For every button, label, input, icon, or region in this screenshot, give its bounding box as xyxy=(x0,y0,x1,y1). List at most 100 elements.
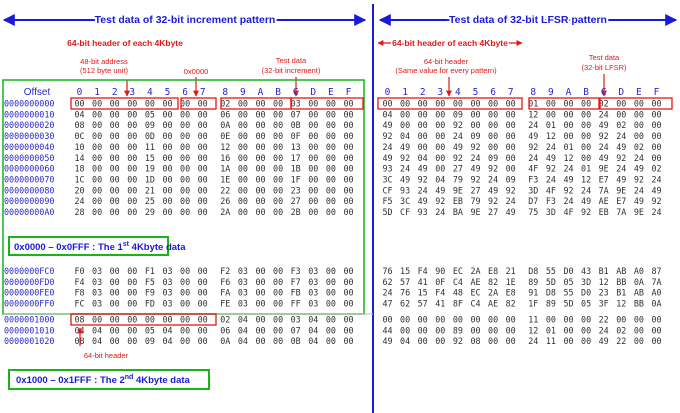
column-header: 0 xyxy=(77,87,83,98)
hex-byte: FC xyxy=(74,299,84,309)
hex-byte: 24 xyxy=(616,164,626,174)
hex-byte: 24 xyxy=(616,131,626,141)
hex-byte: 00 xyxy=(255,109,265,119)
hex-byte: 00 xyxy=(470,99,480,109)
hex-byte: 24 xyxy=(435,207,445,217)
hex-byte: 03 xyxy=(291,315,301,325)
hex-byte: 00 xyxy=(651,99,661,109)
lfsr-header-box xyxy=(377,97,523,110)
hex-byte: 24 xyxy=(470,153,480,163)
hex-byte: 00 xyxy=(488,99,498,109)
hex-byte: F4 xyxy=(418,266,428,276)
hex-byte: 49 xyxy=(651,185,661,195)
hex-byte: 00 xyxy=(400,325,410,335)
hex-byte: 4F xyxy=(546,185,556,195)
hex-byte: 00 xyxy=(326,266,336,276)
hex-byte: 00 xyxy=(198,288,208,298)
hex-byte: 5D xyxy=(382,207,392,217)
column-header: 0 xyxy=(385,87,391,98)
hex-byte: 00 xyxy=(308,164,318,174)
hex-byte: 00 xyxy=(110,164,120,174)
hex-byte: 55 xyxy=(563,288,573,298)
hex-byte: 04 xyxy=(382,109,392,119)
hex-byte: 00 xyxy=(634,315,644,325)
hex-byte: 24 xyxy=(599,325,609,335)
column-header: C xyxy=(601,87,607,98)
hex-byte: 49 xyxy=(599,153,609,163)
hex-byte: 00 xyxy=(563,109,573,119)
hex-byte: 47 xyxy=(382,299,392,309)
hex-byte: 00 xyxy=(110,142,120,152)
hex-byte: 24 xyxy=(528,120,538,130)
hex-byte: 82 xyxy=(488,277,498,287)
hex-byte: 00 xyxy=(273,131,283,141)
hex-byte: 49 xyxy=(418,164,428,174)
hex-byte: 07 xyxy=(291,109,301,119)
hex-byte: EB xyxy=(599,207,609,217)
hex-byte: 09 xyxy=(506,174,516,184)
hex-byte: 00 xyxy=(326,325,336,335)
hex-byte: 00 xyxy=(127,174,137,184)
hex-byte: BB xyxy=(634,299,644,309)
hex-byte: 15 xyxy=(145,153,155,163)
hex-byte: 00 xyxy=(651,325,661,335)
hex-byte: 76 xyxy=(382,266,392,276)
hex-byte: 00 xyxy=(382,315,392,325)
hex-byte: 92 xyxy=(382,131,392,141)
hex-byte: B1 xyxy=(616,288,626,298)
hex-byte: 17 xyxy=(291,153,301,163)
hex-byte: 00 xyxy=(326,185,336,195)
hex-byte: 92 xyxy=(506,185,516,195)
hex-byte: E8 xyxy=(506,288,516,298)
hex-byte: 00 xyxy=(92,207,102,217)
row-offset: 0000000000 xyxy=(4,99,54,109)
hex-byte: 3F xyxy=(599,299,609,309)
hex-byte: F1 xyxy=(145,266,155,276)
left-header-label: 64-bit header of each 4Kbyte xyxy=(67,38,183,48)
hex-byte: 49 xyxy=(599,120,609,130)
hex-byte: 00 xyxy=(563,325,573,335)
hex-byte: 00 xyxy=(506,131,516,141)
hex-byte: 12 xyxy=(546,131,556,141)
hex-byte: 00 xyxy=(198,207,208,217)
hex-byte: 7A xyxy=(616,207,626,217)
column-header: 2 xyxy=(420,87,426,98)
hex-byte: 03 xyxy=(238,277,248,287)
hex-byte: 00 xyxy=(110,299,120,309)
hex-byte: F4 xyxy=(74,277,84,287)
row-offset: 0000000FD0 xyxy=(4,277,54,287)
hex-byte: AB xyxy=(634,288,644,298)
hex-byte: A0 xyxy=(651,288,661,298)
hex-byte: 92 xyxy=(528,142,538,152)
hex-byte: 00 xyxy=(343,196,353,206)
column-header: 9 xyxy=(240,87,246,98)
hex-byte: 00 xyxy=(453,315,463,325)
hex-byte: 00 xyxy=(110,131,120,141)
hex-byte: 04 xyxy=(308,325,318,335)
hex-byte: 00 xyxy=(180,153,190,163)
hex-byte: AE xyxy=(470,277,480,287)
hex-byte: 24 xyxy=(634,153,644,163)
hex-byte: 04 xyxy=(400,336,410,346)
column-header: F xyxy=(346,87,352,98)
hex-byte: 00 xyxy=(546,315,556,325)
hex-byte: 18 xyxy=(74,164,84,174)
hex-byte: 00 xyxy=(74,99,84,109)
hex-byte: 00 xyxy=(127,277,137,287)
hex-byte: 04 xyxy=(74,109,84,119)
hex-byte: 49 xyxy=(581,196,591,206)
column-header: 8 xyxy=(222,87,228,98)
hex-byte: 00 xyxy=(435,153,445,163)
hex-byte: 23 xyxy=(599,288,609,298)
hex-byte: 00 xyxy=(273,299,283,309)
column-header: 2 xyxy=(112,87,118,98)
hex-byte: 00 xyxy=(180,185,190,195)
hex-byte: 27 xyxy=(470,185,480,195)
hex-byte: 00 xyxy=(400,109,410,119)
hex-byte: 00 xyxy=(506,325,516,335)
hex-byte: 24 xyxy=(563,196,573,206)
hex-byte: 24 xyxy=(528,153,538,163)
hex-byte: 24 xyxy=(74,196,84,206)
hex-byte: EB xyxy=(453,196,463,206)
hex-byte: 00 xyxy=(634,131,644,141)
